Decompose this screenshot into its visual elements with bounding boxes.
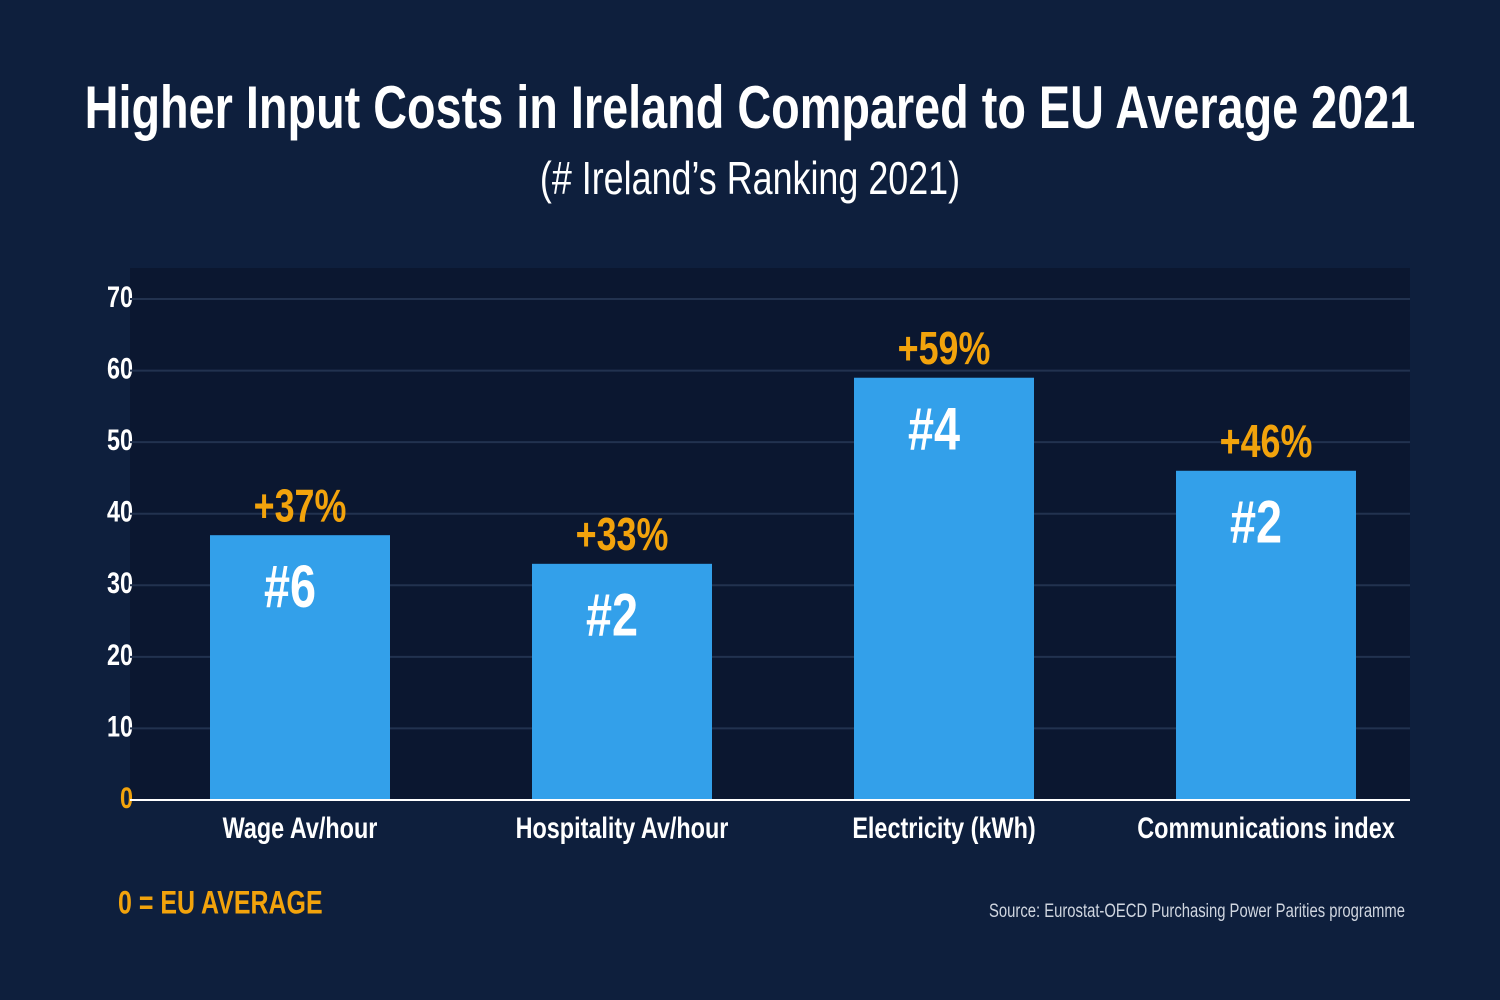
- x-tick-label: Wage Av/hour: [223, 812, 378, 845]
- rank-label: #2: [1230, 489, 1282, 556]
- y-tick-label: 0: [120, 782, 133, 815]
- annotation: 0 = EU AVERAGE: [118, 884, 323, 920]
- y-tick-label: 10: [107, 710, 133, 743]
- chart-subtitle: (# Ireland’s Ranking 2021): [540, 152, 960, 204]
- y-tick-label: 20: [107, 639, 133, 672]
- rank-label: #6: [264, 553, 316, 620]
- chart-title: Higher Input Costs in Ireland Compared t…: [85, 74, 1416, 141]
- x-tick-label: Electricity (kWh): [852, 812, 1035, 845]
- bar: [532, 563, 712, 800]
- y-tick-label: 30: [107, 567, 133, 600]
- y-tick-label: 40: [107, 496, 133, 529]
- bar: [1176, 470, 1356, 800]
- rank-label: #2: [586, 582, 638, 649]
- rank-label: #4: [908, 396, 961, 463]
- y-tick-label: 50: [107, 424, 133, 457]
- y-tick-label: 60: [107, 352, 133, 385]
- source: Source: Eurostat-OECD Purchasing Power P…: [989, 901, 1405, 922]
- value-label: +59%: [898, 322, 991, 374]
- bar: [854, 377, 1034, 800]
- value-label: +46%: [1220, 415, 1313, 467]
- bar: [210, 535, 390, 800]
- x-tick-label: Hospitality Av/hour: [516, 812, 729, 845]
- y-tick-label: 70: [107, 281, 133, 314]
- value-label: +33%: [576, 508, 669, 560]
- value-label: +37%: [254, 479, 347, 531]
- x-tick-label: Communications index: [1137, 812, 1395, 845]
